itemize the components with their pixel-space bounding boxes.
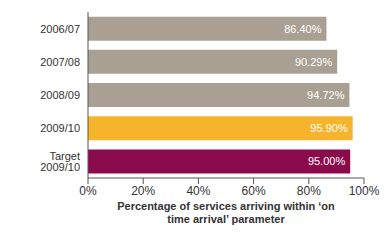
svg-text:95.00%: 95.00% bbox=[308, 155, 346, 167]
svg-text:20%: 20% bbox=[131, 184, 155, 198]
svg-text:94.72%: 94.72% bbox=[307, 89, 345, 101]
svg-text:0%: 0% bbox=[79, 184, 97, 198]
svg-text:100%: 100% bbox=[349, 184, 380, 198]
svg-text:40%: 40% bbox=[186, 184, 210, 198]
svg-text:86.40%: 86.40% bbox=[284, 23, 322, 35]
svg-text:2009/10: 2009/10 bbox=[40, 122, 80, 134]
svg-text:2008/09: 2008/09 bbox=[40, 89, 80, 101]
svg-text:2007/08: 2007/08 bbox=[40, 56, 80, 68]
html-text:Percentage of services arrivin: Percentage of services arriving within ‘… bbox=[117, 200, 335, 225]
svg-text:60%: 60% bbox=[242, 184, 266, 198]
svg-text:Target2009/10: Target2009/10 bbox=[40, 150, 80, 173]
svg-text:2006/07: 2006/07 bbox=[40, 23, 80, 35]
svg-text:95.90%: 95.90% bbox=[310, 122, 348, 134]
svg-text:80%: 80% bbox=[297, 184, 321, 198]
svg-text:90.29%: 90.29% bbox=[295, 56, 333, 68]
